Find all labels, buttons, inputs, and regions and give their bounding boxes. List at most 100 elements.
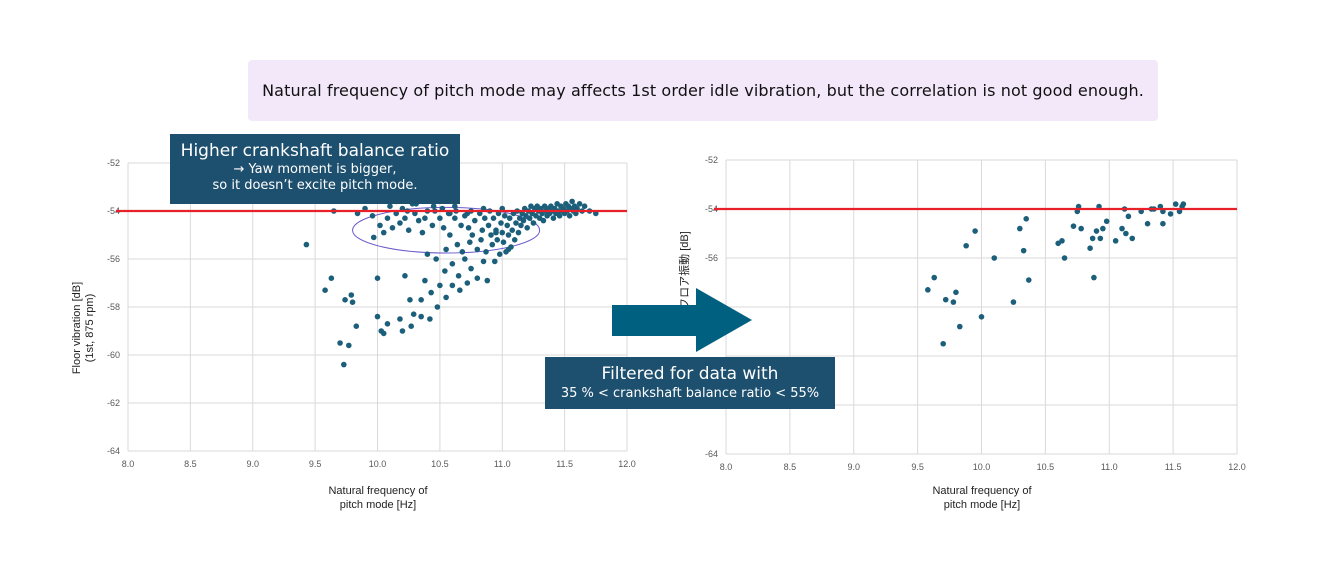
data-point — [452, 215, 458, 221]
data-point — [322, 287, 328, 294]
x-tick-label: 12.0 — [618, 459, 636, 469]
x-tick-label: 8.5 — [784, 462, 797, 472]
y-tick-label: -60 — [107, 350, 120, 360]
x-tick-label: 9.0 — [847, 462, 860, 472]
data-point — [328, 275, 335, 282]
data-point — [1167, 211, 1174, 217]
data-point — [509, 227, 516, 233]
data-point — [485, 222, 492, 229]
data-point — [424, 251, 431, 257]
data-point — [405, 227, 412, 233]
data-point — [447, 232, 453, 238]
data-point — [1119, 225, 1125, 232]
data-point — [524, 225, 530, 231]
data-point — [1087, 245, 1093, 251]
y-tick-label: -56 — [705, 253, 718, 263]
data-point — [415, 217, 422, 224]
data-point — [489, 241, 496, 248]
data-point — [346, 342, 352, 349]
y-tick-label: -52 — [705, 155, 718, 165]
data-point — [389, 225, 396, 231]
data-point — [518, 222, 524, 229]
data-point — [925, 287, 931, 293]
data-point — [428, 289, 434, 296]
data-point — [991, 255, 998, 261]
data-point — [483, 249, 489, 255]
data-point — [520, 217, 527, 224]
data-point — [380, 229, 387, 236]
data-point — [353, 323, 360, 330]
data-point — [380, 330, 387, 337]
data-point — [500, 239, 507, 245]
data-point — [462, 256, 468, 262]
data-point — [369, 213, 376, 219]
data-point — [498, 220, 504, 226]
highlight-ellipse — [352, 206, 541, 254]
data-point — [540, 217, 547, 224]
data-point — [1097, 235, 1104, 242]
data-point — [963, 242, 969, 249]
data-point — [443, 294, 449, 301]
data-point — [397, 220, 403, 226]
data-point — [1144, 220, 1151, 227]
data-point — [452, 203, 458, 209]
data-point — [1059, 238, 1065, 244]
x-axis-label: Natural frequency of — [328, 485, 428, 497]
data-point — [440, 225, 447, 231]
data-point — [1023, 216, 1030, 222]
summary-banner: Natural frequency of pitch mode may affe… — [248, 60, 1158, 121]
data-point — [402, 273, 408, 279]
data-point — [474, 246, 481, 253]
data-point — [496, 251, 503, 257]
data-point — [1100, 225, 1106, 232]
data-point — [1093, 228, 1100, 234]
data-point — [556, 213, 563, 219]
data-point — [511, 237, 518, 243]
data-point — [1180, 201, 1187, 207]
data-point — [566, 213, 573, 219]
x-tick-label: 9.5 — [911, 462, 924, 472]
data-point — [1091, 274, 1097, 281]
x-axis-label: pitch mode [Hz] — [340, 499, 416, 511]
data-point — [505, 232, 512, 238]
data-point — [449, 261, 456, 267]
x-tick-label: 8.5 — [184, 459, 197, 469]
y-tick-label: -58 — [107, 302, 120, 312]
data-point — [384, 215, 391, 221]
data-point — [408, 323, 414, 330]
data-point — [467, 239, 473, 245]
data-point — [530, 220, 537, 226]
data-point — [419, 229, 426, 236]
y-axis-label-fragment: フロア振動 [dB] — [677, 231, 691, 309]
data-point — [454, 241, 461, 248]
data-point — [1160, 220, 1166, 227]
data-point — [433, 256, 439, 262]
data-point — [437, 215, 443, 221]
data-point — [505, 246, 512, 253]
right-arrow-icon — [612, 288, 752, 352]
data-point — [458, 222, 464, 229]
data-point — [457, 287, 463, 294]
data-point — [399, 328, 406, 334]
y-axis-label: Floor vibration [dB] — [71, 282, 83, 374]
y-tick-label: -52 — [107, 158, 120, 168]
data-point — [437, 282, 443, 289]
data-point — [337, 340, 343, 346]
x-tick-label: 11.0 — [1101, 462, 1118, 472]
data-point — [480, 258, 487, 265]
data-point — [468, 265, 474, 272]
data-point — [1089, 235, 1096, 242]
x-tick-label: 9.5 — [309, 459, 322, 469]
data-point — [429, 222, 436, 229]
data-point — [397, 316, 403, 322]
data-point — [942, 296, 949, 303]
data-point — [377, 222, 383, 229]
data-point — [418, 297, 424, 303]
y-tick-label: -54 — [107, 206, 120, 216]
data-point — [422, 277, 428, 284]
data-point — [410, 311, 417, 318]
x-tick-label: 10.0 — [973, 462, 991, 472]
x-tick-label: 8.0 — [720, 462, 733, 472]
data-point — [581, 203, 588, 209]
data-point — [1125, 213, 1132, 220]
